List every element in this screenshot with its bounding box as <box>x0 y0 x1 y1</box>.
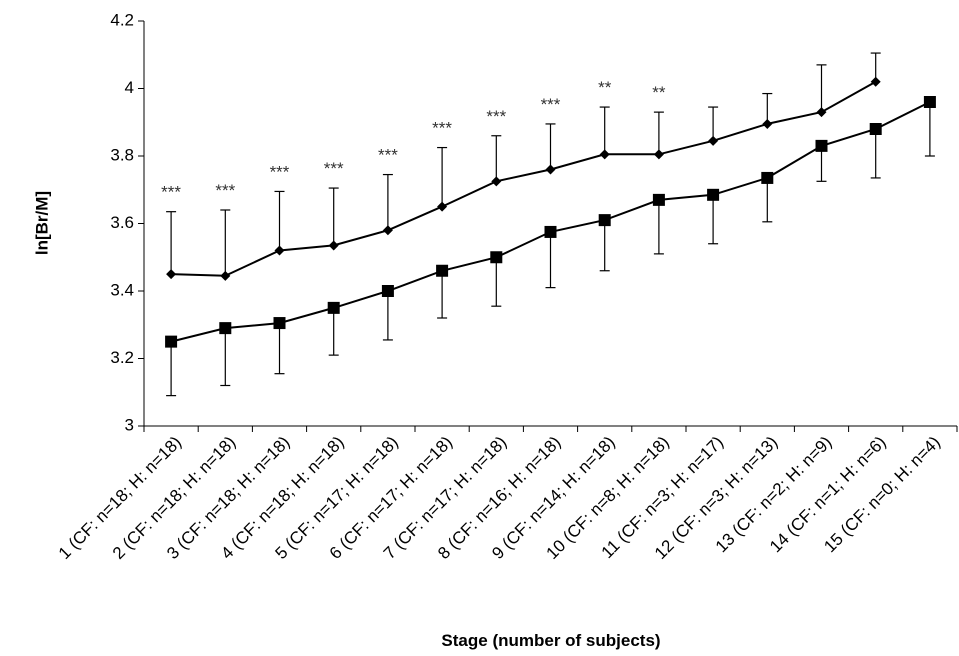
point-square <box>327 301 340 314</box>
point-diamond <box>328 240 339 251</box>
point-diamond <box>870 76 881 87</box>
y-tick-label: 4.2 <box>110 10 134 29</box>
y-tick-label: 3.8 <box>110 145 134 164</box>
point-square <box>815 139 828 152</box>
y-tick-label: 3.6 <box>110 213 134 232</box>
significance-label: ** <box>652 83 666 102</box>
point-diamond <box>545 164 556 175</box>
point-square <box>436 264 449 277</box>
significance-label: ** <box>598 78 612 97</box>
series-line-1 <box>171 80 877 277</box>
point-square <box>544 225 557 238</box>
significance-label: *** <box>378 146 398 165</box>
point-square <box>652 193 665 206</box>
point-diamond <box>166 269 177 280</box>
point-diamond <box>762 118 773 129</box>
point-diamond <box>491 176 502 187</box>
significance-label: *** <box>270 162 290 181</box>
y-tick-label: 3 <box>125 415 134 434</box>
y-ticks: 3 3.2 3.4 3.6 3.8 4 4.2 <box>110 10 144 434</box>
significance-label: *** <box>161 183 181 202</box>
point-diamond <box>816 107 827 118</box>
point-square <box>869 123 882 135</box>
point-diamond <box>437 201 448 212</box>
point-square <box>381 285 394 297</box>
point-square <box>923 96 936 108</box>
significance-label: *** <box>541 95 561 114</box>
y-tick-label: 4 <box>125 78 134 97</box>
point-diamond <box>220 270 231 281</box>
point-square <box>273 317 286 330</box>
point-square <box>490 251 503 264</box>
point-square <box>761 171 774 184</box>
point-diamond <box>599 149 610 160</box>
point-diamond <box>382 225 393 236</box>
x-axis-title: Stage (number of subjects) <box>441 631 660 650</box>
point-diamond <box>708 135 719 146</box>
point-square <box>598 214 611 227</box>
series-layer <box>165 52 936 397</box>
point-square <box>219 322 232 335</box>
significance-label: *** <box>215 181 235 200</box>
annotation-layer: *** ****** ***************** ** <box>161 78 666 202</box>
significance-label: *** <box>324 159 344 178</box>
point-square <box>707 188 720 201</box>
point-diamond <box>274 245 285 256</box>
plot-area <box>143 21 957 427</box>
significance-label: *** <box>432 119 452 138</box>
y-axis-title: ln[Br/M] <box>32 191 51 255</box>
y-tick-label: 3.2 <box>110 348 134 367</box>
significance-label: *** <box>486 107 506 126</box>
point-diamond <box>653 149 664 160</box>
x-ticks: 1 (CF: n=18; H: n=18)2 (CF: n=18; H: n=1… <box>55 426 958 563</box>
point-square <box>165 335 178 348</box>
y-tick-label: 3.4 <box>110 280 134 299</box>
